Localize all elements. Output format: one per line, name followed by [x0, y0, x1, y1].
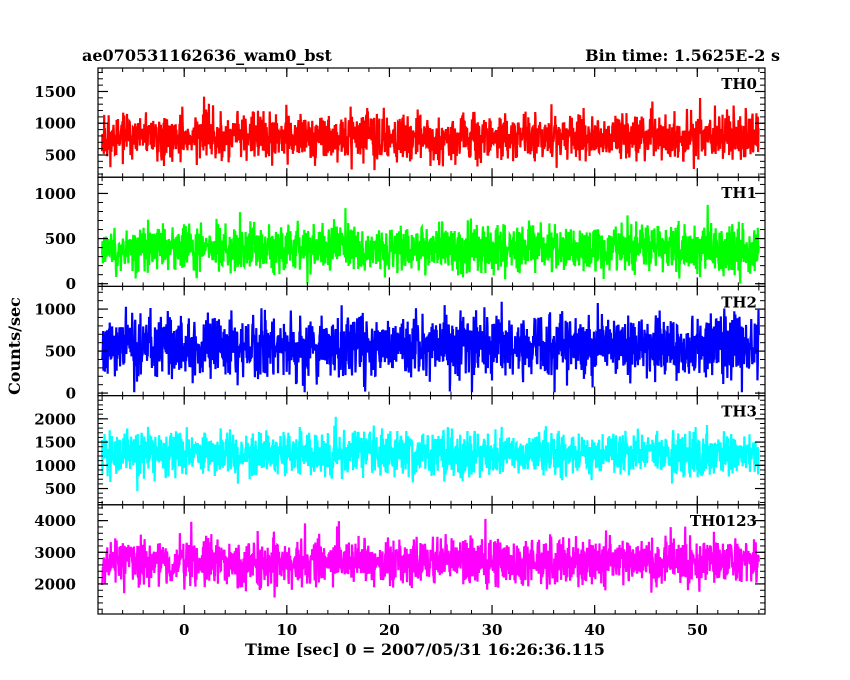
y-tick-label: 1500 [34, 83, 76, 101]
panel-th0: 500 1000 1500 TH0 [34, 67, 766, 178]
y-tick-label: 3000 [34, 544, 76, 562]
panel-label-th1: TH1 [721, 184, 757, 202]
y-tick-label: 500 [45, 480, 76, 498]
x-tick-label: 50 [687, 621, 708, 639]
panel-label-th0: TH0 [721, 75, 757, 93]
y-tick-label: 1000 [34, 115, 76, 133]
y-tick-label: 2000 [34, 575, 76, 593]
panel-frame [97, 504, 766, 615]
series-th3 [101, 416, 760, 492]
y-tick-label: 0 [66, 275, 76, 293]
y-tick-label: 1000 [34, 301, 76, 319]
series-th0123 [101, 518, 760, 598]
y-tick-label: 500 [45, 230, 76, 248]
y-tick-label: 2000 [34, 410, 76, 428]
series-th2 [101, 301, 760, 393]
y-tick-label: 500 [45, 146, 76, 164]
y-tick-label: 1500 [34, 434, 76, 452]
y-tick-label: 1000 [34, 185, 76, 203]
x-tick-label: 30 [482, 621, 503, 639]
panel-th3: 500 1000 1500 2000 TH3 [34, 395, 766, 506]
x-tick-label: 0 [179, 621, 189, 639]
panel-label-th3: TH3 [721, 403, 757, 421]
panel-th0123: 2000 3000 4000 TH0123 [34, 504, 766, 615]
x-tick-label: 10 [276, 621, 297, 639]
x-tick-label: 20 [379, 621, 400, 639]
y-tick-label: 4000 [34, 512, 76, 530]
y-tick-label: 0 [66, 385, 76, 403]
x-tick-label: 40 [584, 621, 605, 639]
series-th0 [101, 96, 760, 171]
panel-th1: 0 500 1000 TH1 [34, 176, 766, 293]
chart-title-right: Bin time: 1.5625E-2 s [585, 46, 780, 65]
x-axis-label: Time [sec] 0 = 2007/05/31 16:26:36.115 [245, 640, 605, 659]
y-tick-label: 1000 [34, 457, 76, 475]
y-axis-label: Counts/sec [5, 297, 24, 395]
panel-label-th0123: TH0123 [690, 512, 757, 530]
y-tick-label: 500 [45, 343, 76, 361]
chart-title-left: ae070531162636_wam0_bst [82, 46, 333, 65]
series-th1 [101, 204, 760, 284]
panel-label-th2: TH2 [721, 293, 757, 311]
panel-th2: 0 500 1000 TH2 [34, 285, 766, 403]
